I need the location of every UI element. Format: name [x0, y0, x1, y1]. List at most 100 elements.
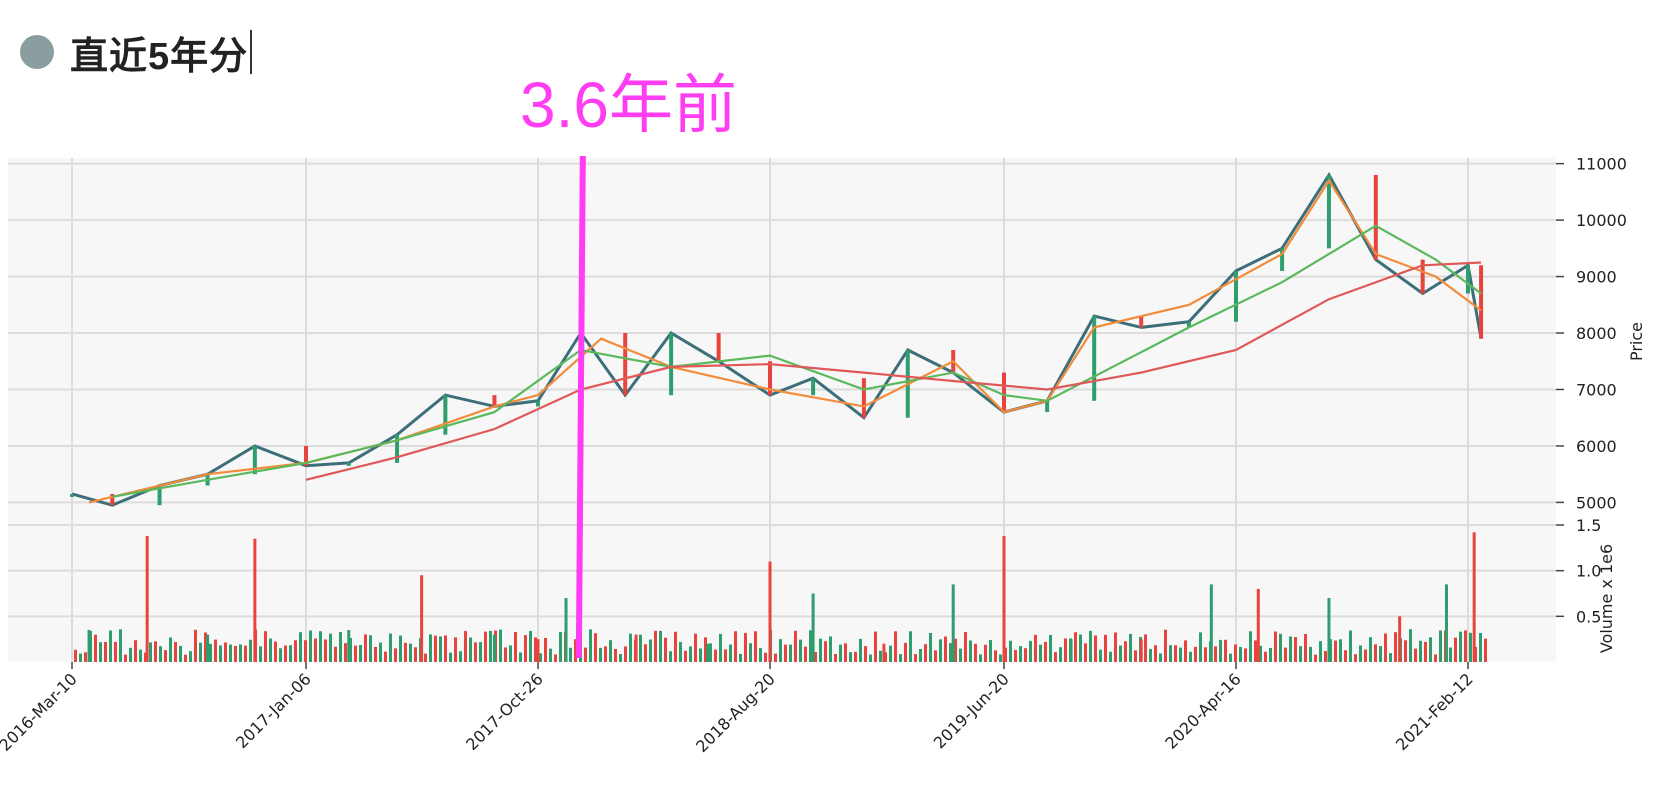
volume-bar: [984, 644, 987, 662]
volume-bar: [529, 631, 532, 662]
volume-bar: [339, 632, 342, 662]
volume-bar: [939, 639, 942, 662]
candle: [623, 333, 628, 396]
volume-bar: [1234, 644, 1237, 662]
volume-bar: [1114, 632, 1117, 662]
volume-bar: [854, 651, 857, 662]
volume-bar: [544, 637, 547, 662]
volume-bar: [814, 652, 817, 662]
volume-bar: [1349, 630, 1352, 662]
volume-bar: [179, 645, 182, 662]
volume-bar: [1119, 645, 1122, 662]
volume-bar: [394, 648, 397, 662]
volume-bar: [1099, 649, 1102, 662]
volume-bar: [584, 647, 587, 662]
volume-bar: [874, 631, 877, 662]
volume-bar: [1304, 633, 1307, 662]
price-tick-label: 11000: [1576, 155, 1627, 174]
volume-bar: [1359, 645, 1362, 662]
volume-spike: [951, 584, 955, 662]
candle: [1373, 174, 1378, 260]
volume-bar: [859, 638, 862, 662]
volume-bar: [709, 643, 712, 662]
volume-bar: [844, 643, 847, 662]
volume-bar: [869, 654, 872, 662]
volume-bar: [889, 645, 892, 662]
volume-bar: [504, 647, 507, 662]
volume-bar: [364, 634, 367, 662]
volume-bar: [1204, 647, 1207, 662]
volume-bar: [1154, 645, 1157, 662]
volume-bar: [944, 636, 947, 662]
price-axis-label: Price: [1627, 322, 1646, 361]
volume-bar: [899, 654, 902, 662]
volume-bar: [1019, 646, 1022, 662]
volume-bar: [1419, 640, 1422, 662]
volume-bar: [1429, 637, 1432, 662]
price-tick-label: 7000: [1576, 380, 1617, 399]
volume-bar: [909, 631, 912, 662]
volume-bar: [964, 632, 967, 662]
volume-bar: [1094, 635, 1097, 662]
volume-bar: [1329, 639, 1332, 662]
volume-bar: [409, 643, 412, 662]
volume-bar: [109, 630, 112, 662]
volume-bar: [489, 630, 492, 662]
volume-bar: [299, 632, 302, 662]
volume-bar: [344, 643, 347, 662]
volume-bar: [1104, 634, 1107, 662]
volume-bar: [724, 649, 727, 662]
volume-spike: [492, 634, 496, 662]
volume-bar: [559, 632, 562, 662]
volume-bar: [369, 635, 372, 662]
volume-bar: [719, 633, 722, 662]
volume-bar: [284, 645, 287, 662]
volume-bar: [794, 630, 797, 662]
volume-bar: [1054, 652, 1057, 662]
volume-bar: [744, 632, 747, 662]
volume-bar: [1084, 643, 1087, 662]
volume-bar: [444, 635, 447, 662]
volume-bar: [824, 641, 827, 662]
volume-bar: [264, 631, 267, 662]
volume-bar: [609, 640, 612, 662]
volume-bar: [1384, 633, 1387, 662]
volume-bar: [274, 641, 277, 662]
section-heading: 直近5年分: [20, 28, 253, 78]
volume-bar: [1254, 640, 1257, 662]
volume-bar: [639, 634, 642, 662]
volume-bar: [374, 646, 377, 662]
volume-bar: [1389, 653, 1392, 662]
volume-bar: [129, 647, 132, 662]
volume-bar: [924, 644, 927, 662]
candle: [1420, 259, 1425, 294]
candle: [70, 493, 74, 497]
price-tick-label: 10000: [1576, 211, 1627, 230]
volume-bar: [714, 649, 717, 662]
volume-bar: [849, 652, 852, 662]
volume-bar: [514, 631, 517, 662]
x-tick-label: 2019-Jun-20: [930, 669, 1013, 752]
volume-bar: [914, 654, 917, 662]
volume-bar: [774, 653, 777, 662]
volume-bar: [1409, 629, 1412, 662]
candle: [536, 400, 540, 407]
volume-bar: [1129, 633, 1132, 662]
volume-bar: [509, 645, 512, 662]
volume-bar: [1354, 654, 1357, 662]
volume-bar: [1414, 648, 1417, 662]
volume-bar: [864, 646, 867, 662]
volume-bar: [674, 631, 677, 662]
volume-bar: [519, 652, 522, 662]
volume-bar: [1149, 648, 1152, 662]
volume-bar: [1324, 651, 1327, 662]
volume-bar: [1259, 645, 1262, 662]
candle: [492, 395, 497, 407]
volume-spike: [420, 575, 424, 662]
volume-bar: [169, 637, 172, 662]
volume-bar: [644, 644, 647, 662]
volume-bar: [1459, 631, 1462, 662]
volume-spike: [564, 598, 568, 662]
volume-bar: [1124, 641, 1127, 662]
